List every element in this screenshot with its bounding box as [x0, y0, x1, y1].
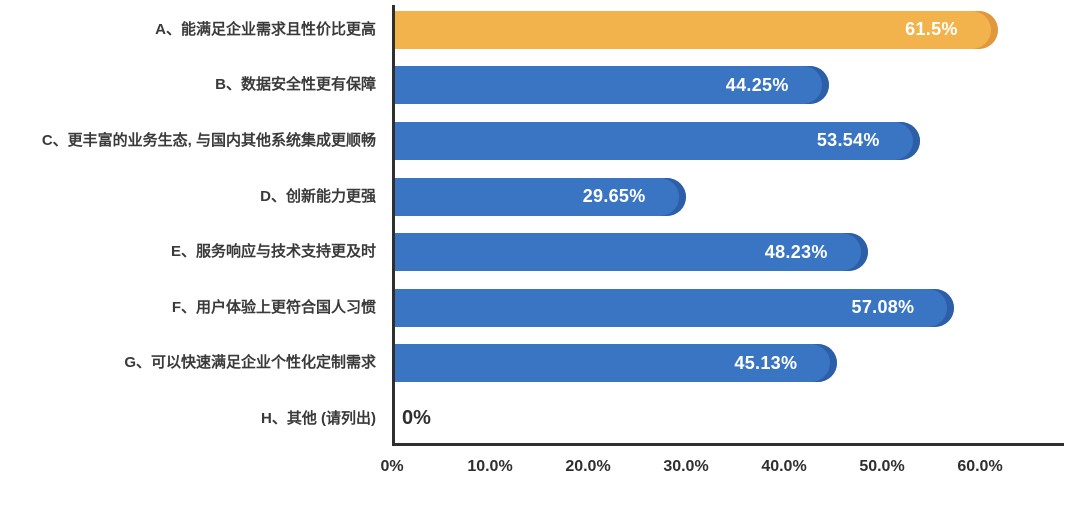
bar-cell: 57.08%	[392, 280, 1080, 336]
zero-value-label: 0%	[402, 407, 431, 430]
bar-cell: 61.5%	[392, 2, 1080, 58]
bar-cell: 45.13%	[392, 336, 1080, 392]
bar-row: D、创新能力更强 29.65%	[0, 169, 1080, 225]
category-label: H、其他 (请列出)	[261, 409, 376, 427]
bar: 44.25%	[395, 66, 829, 105]
category-label: G、可以快速满足企业个性化定制需求	[124, 354, 376, 372]
bar-row: A、能满足企业需求且性价比更高 61.5%	[0, 2, 1080, 58]
bar: 57.08%	[395, 288, 955, 327]
bar: 48.23%	[395, 233, 868, 272]
bar-row: F、用户体验上更符合国人习惯 57.08%	[0, 280, 1080, 336]
bar-value-label: 53.54%	[816, 130, 880, 151]
bar: 45.13%	[395, 344, 838, 383]
x-tick-label: 30.0%	[663, 458, 709, 475]
bar-cell: 0%	[392, 391, 1080, 447]
x-tick-label: 0%	[380, 458, 404, 475]
category-label: B、数据安全性更有保障	[215, 76, 376, 94]
bar-value-label: 57.08%	[851, 297, 915, 318]
x-tick-label: 50.0%	[859, 458, 905, 475]
bar-rows: A、能满足企业需求且性价比更高 61.5% B、数据安全性更有保障 44.25% C、更…	[0, 2, 1080, 447]
bar-value-label: 29.65%	[582, 186, 646, 207]
category-label: E、服务响应与技术支持更及时	[170, 243, 376, 261]
category-label: D、创新能力更强	[260, 187, 376, 205]
bar: 53.54%	[395, 121, 920, 160]
bar-row: B、数据安全性更有保障 44.25%	[0, 58, 1080, 114]
x-tick-label: 10.0%	[467, 458, 513, 475]
x-tick-label: 40.0%	[761, 458, 807, 475]
bar-row: E、服务响应与技术支持更及时 48.23%	[0, 224, 1080, 280]
bar-row: C、更丰富的业务生态, 与国内其他系统集成更顺畅 53.54%	[0, 113, 1080, 169]
x-tick-labels: 0% 10.0% 20.0% 30.0% 40.0% 50.0% 60.0%	[0, 458, 1080, 482]
x-tick-label: 60.0%	[957, 458, 1003, 475]
category-label: F、用户体验上更符合国人习惯	[171, 298, 376, 316]
x-axis-line	[392, 443, 1064, 446]
x-tick-label: 20.0%	[565, 458, 611, 475]
y-axis-line	[392, 5, 395, 446]
bar-cell: 48.23%	[392, 224, 1080, 280]
bar: 61.5%	[395, 10, 998, 49]
category-label: A、能满足企业需求且性价比更高	[155, 20, 376, 38]
bar-value-label: 48.23%	[764, 241, 828, 262]
bar-cell: 53.54%	[392, 113, 1080, 169]
bar-value-label: 61.5%	[905, 19, 958, 40]
bar-row: G、可以快速满足企业个性化定制需求 45.13%	[0, 336, 1080, 392]
bar-row: H、其他 (请列出) 0%	[0, 391, 1080, 447]
bar-cell: 29.65%	[392, 169, 1080, 225]
category-label: C、更丰富的业务生态, 与国内其他系统集成更顺畅	[41, 131, 376, 149]
bar-cell: 44.25%	[392, 58, 1080, 114]
bar-value-label: 45.13%	[734, 352, 798, 373]
bar: 29.65%	[395, 177, 686, 216]
bar-value-label: 44.25%	[725, 74, 789, 95]
